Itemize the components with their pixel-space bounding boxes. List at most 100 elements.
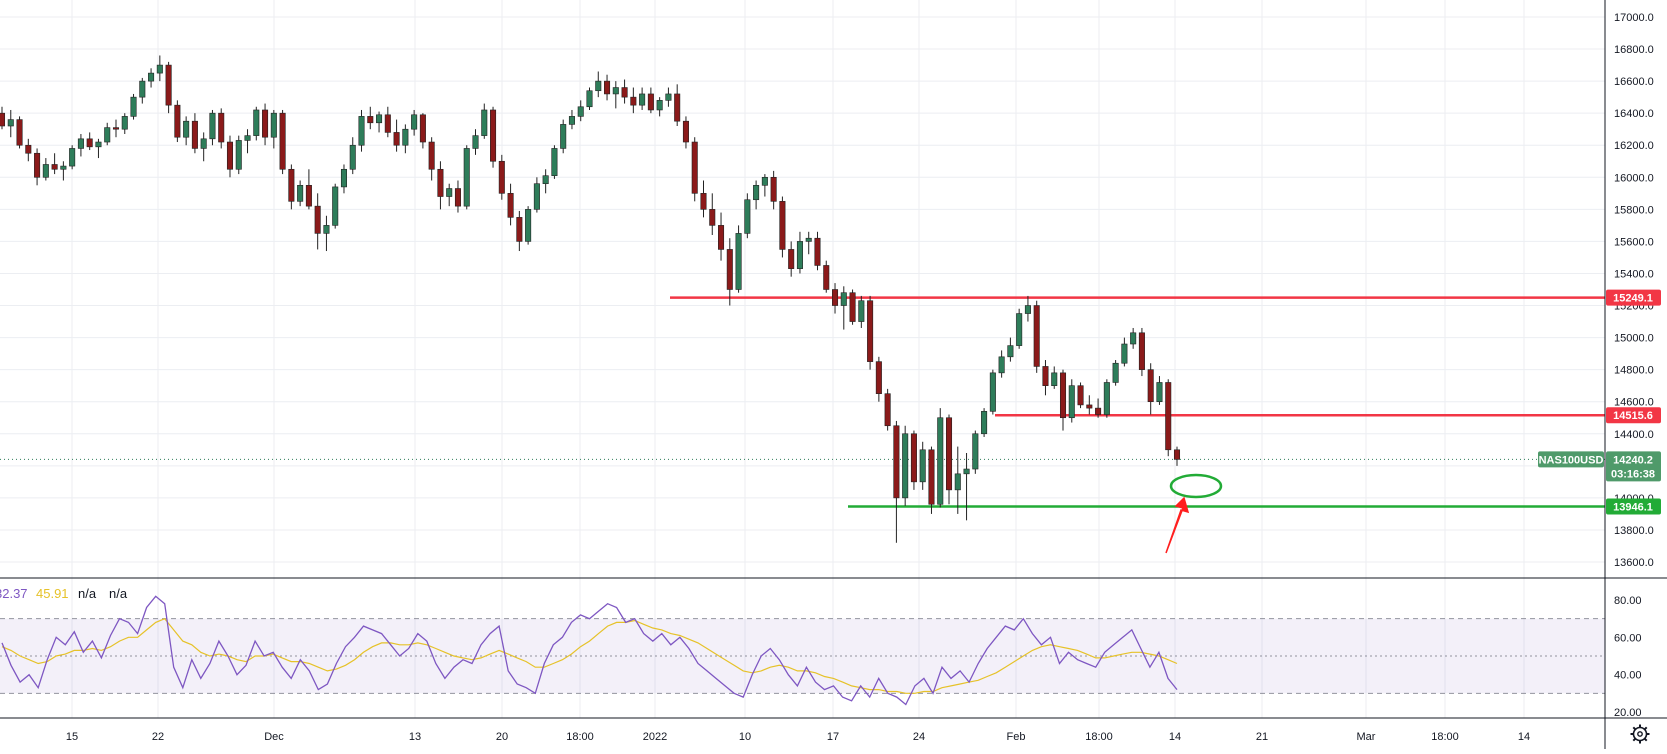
candle (533, 177, 540, 213)
candle-body (981, 411, 988, 435)
candle (867, 295, 874, 370)
candle-body (954, 473, 961, 491)
candle-body (595, 80, 602, 92)
candle (647, 87, 654, 114)
candle (498, 154, 505, 200)
rsi-value: 32.37 (0, 586, 28, 601)
candle (384, 106, 391, 138)
candle (954, 446, 961, 514)
symbol-tag (1538, 451, 1604, 468)
y-tick: 16000.0 (1614, 172, 1654, 184)
candle-body (963, 468, 970, 475)
candle (1077, 382, 1084, 409)
candle (858, 295, 865, 328)
candle (989, 369, 996, 415)
candle-body (244, 135, 251, 141)
rsi-ma-value: 45.91 (36, 586, 69, 601)
rsi-ma-line (1, 617, 1178, 694)
candle (1103, 379, 1110, 418)
candle-body (1086, 404, 1093, 409)
candle (604, 74, 611, 101)
candle-body (139, 80, 146, 98)
candle-body (586, 90, 593, 108)
red-arrow-annotation[interactable] (1165, 496, 1190, 554)
candle-body (665, 93, 672, 101)
candle-body (25, 144, 32, 154)
candle (130, 93, 137, 120)
candle-body (770, 176, 777, 202)
candle-body (411, 114, 418, 130)
x-tick-2022: 2022 (643, 731, 667, 743)
candle-body (121, 116, 128, 130)
level-badge-2 (1606, 498, 1661, 515)
y-tick: 15400.0 (1614, 268, 1654, 280)
candle (253, 106, 260, 141)
candle (674, 84, 681, 126)
candle (682, 116, 689, 149)
candle (288, 164, 295, 210)
candle-body (718, 225, 725, 250)
candle (200, 132, 207, 162)
candle (314, 193, 321, 250)
candle-body (130, 96, 137, 117)
candle (1121, 337, 1128, 367)
candle-body (34, 152, 41, 178)
candle-body (279, 112, 286, 170)
rsi-line (1, 595, 1178, 706)
candle-body (516, 217, 523, 242)
candle (788, 241, 795, 277)
candle-body (463, 148, 470, 207)
countdown-label: 03:16:38 (1611, 468, 1655, 480)
candle-body (1095, 407, 1102, 415)
candle (928, 446, 935, 514)
x-tick-14: 14 (1169, 731, 1181, 743)
candle-body (674, 93, 681, 122)
candle (104, 122, 111, 146)
candle-body (218, 112, 225, 143)
candle-body (928, 449, 935, 505)
rsi-lines (1, 595, 1178, 706)
candle-body (104, 127, 111, 143)
candle (1024, 295, 1031, 322)
candle (963, 453, 970, 521)
candle-body (490, 109, 497, 162)
candle-body (753, 185, 760, 201)
candle (840, 286, 847, 330)
drawings[interactable] (1165, 473, 1223, 554)
candle-body (525, 209, 532, 242)
green-ellipse-annotation[interactable] (1169, 473, 1223, 499)
candle-body (796, 241, 803, 269)
candle-body (42, 164, 49, 178)
candle (542, 169, 549, 194)
candle (174, 100, 181, 143)
candle-body (156, 64, 163, 74)
candle-body (183, 120, 190, 138)
candle (25, 138, 32, 162)
candle (577, 100, 584, 122)
candle (446, 183, 453, 207)
candle (51, 153, 58, 175)
horizontal-lines[interactable] (0, 296, 1605, 508)
candle-body (86, 138, 93, 148)
candle (428, 137, 435, 181)
candle (332, 183, 339, 229)
candle (1147, 363, 1154, 415)
candle (323, 215, 330, 252)
gear-icon[interactable] (1630, 724, 1650, 744)
candle (490, 106, 497, 168)
candles (0, 55, 1181, 543)
candle-body (998, 356, 1005, 374)
y-tick: 14400.0 (1614, 429, 1654, 441)
candle-body (779, 201, 786, 250)
candle (621, 79, 628, 104)
candle (156, 55, 163, 82)
settings[interactable] (1630, 724, 1650, 744)
candle (95, 138, 102, 159)
candle (814, 231, 821, 271)
candle (875, 356, 882, 402)
candle (796, 231, 803, 274)
candle-body (972, 433, 979, 470)
